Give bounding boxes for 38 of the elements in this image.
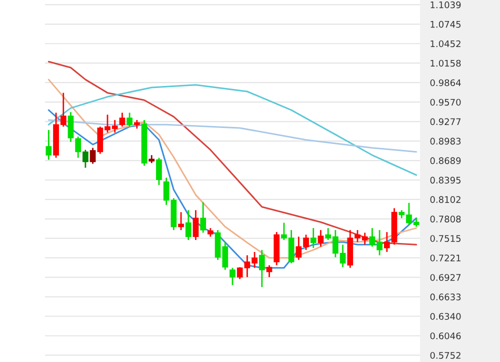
y-tick-label: 0.7515 bbox=[430, 235, 461, 242]
y-tick-label: 0.8983 bbox=[430, 138, 461, 145]
y-tick-label: 0.6046 bbox=[430, 332, 461, 340]
y-tick-label: 0.8395 bbox=[430, 176, 461, 184]
candlestick bbox=[163, 176, 170, 206]
y-tick-label: 0.7808 bbox=[430, 216, 461, 222]
y-tick-label: 1.0745 bbox=[430, 20, 461, 28]
candlestick bbox=[156, 157, 162, 186]
candlestick bbox=[46, 129, 52, 160]
line-series bbox=[48, 119, 418, 153]
candlestick bbox=[185, 209, 192, 241]
y-tick-label: 0.6340 bbox=[430, 312, 461, 320]
y-tick-label: 0.9277 bbox=[430, 118, 461, 126]
y-tick-label: 0.6633 bbox=[430, 294, 461, 300]
candlestick bbox=[310, 227, 316, 249]
candlestick bbox=[82, 149, 88, 168]
candlestick bbox=[126, 112, 132, 128]
line-series bbox=[48, 78, 418, 259]
candlestick bbox=[178, 211, 184, 231]
line-series bbox=[48, 84, 418, 176]
y-tick-label: 0.9570 bbox=[430, 98, 461, 106]
y-tick-label: 0.8102 bbox=[430, 196, 460, 203]
candlestick bbox=[192, 209, 199, 241]
y-tick-label: 0.9864 bbox=[430, 79, 461, 86]
candlestick bbox=[200, 202, 206, 234]
candlestick bbox=[119, 112, 126, 128]
y-tick-label: 0.6927 bbox=[430, 274, 461, 281]
candlestick bbox=[90, 147, 96, 164]
y-tick-label: 1.1039 bbox=[430, 1, 461, 8]
line-series bbox=[48, 109, 418, 269]
candlestick bbox=[318, 229, 324, 248]
y-tick-label: 1.0452 bbox=[430, 40, 460, 48]
y-tick-label: 0.5752 bbox=[430, 352, 460, 359]
y-tick-label: 0.7221 bbox=[430, 254, 460, 262]
y-tick-label: 0.8689 bbox=[430, 157, 461, 164]
candlestick bbox=[230, 267, 236, 286]
candlestick bbox=[258, 249, 265, 288]
y-tick-label: 1.0158 bbox=[430, 60, 461, 67]
